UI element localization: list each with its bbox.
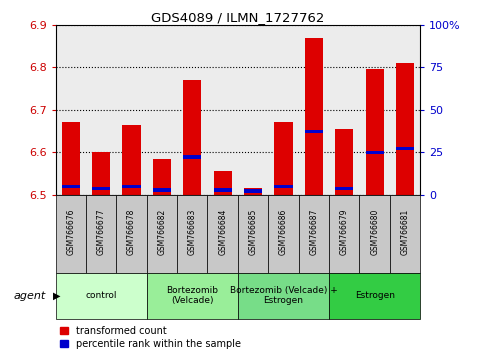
Bar (298, 195, 329, 273)
Bar (116, 195, 147, 273)
Text: GSM766687: GSM766687 (309, 209, 318, 255)
Bar (268, 195, 298, 273)
Bar (366, 151, 384, 154)
Bar (183, 80, 201, 195)
Bar (213, 171, 232, 195)
Bar (153, 188, 171, 192)
Text: GSM766681: GSM766681 (400, 209, 410, 255)
Bar (335, 129, 354, 195)
Text: Bortezomib
(Velcade): Bortezomib (Velcade) (166, 286, 218, 305)
Text: GSM766682: GSM766682 (157, 209, 167, 255)
Bar (208, 195, 238, 273)
Text: GDS4089 / ILMN_1727762: GDS4089 / ILMN_1727762 (151, 11, 325, 24)
Text: GSM766684: GSM766684 (218, 209, 227, 255)
Bar (396, 63, 414, 195)
Bar (366, 69, 384, 195)
Bar (238, 273, 329, 319)
Bar (305, 38, 323, 195)
Bar (359, 195, 390, 273)
Text: agent: agent (14, 291, 46, 301)
Text: GSM766676: GSM766676 (66, 209, 75, 255)
Bar (390, 195, 420, 273)
Bar (122, 185, 141, 188)
Bar (56, 195, 86, 273)
Bar (153, 159, 171, 195)
Bar (147, 195, 177, 273)
Text: GSM766686: GSM766686 (279, 209, 288, 255)
Bar (62, 122, 80, 195)
Bar (92, 152, 110, 195)
Bar (244, 188, 262, 195)
Text: GSM766683: GSM766683 (188, 209, 197, 255)
Text: GSM766678: GSM766678 (127, 209, 136, 255)
Bar (213, 188, 232, 192)
Bar (56, 273, 147, 319)
Bar (122, 125, 141, 195)
Bar (147, 273, 238, 319)
Bar (396, 147, 414, 150)
Text: GSM766680: GSM766680 (370, 209, 379, 255)
Bar (62, 185, 80, 188)
Bar (335, 187, 354, 190)
Bar (329, 273, 420, 319)
Bar (238, 195, 268, 273)
Text: GSM766677: GSM766677 (97, 209, 106, 255)
Text: ▶: ▶ (53, 291, 61, 301)
Bar (183, 155, 201, 159)
Text: control: control (85, 291, 117, 300)
Bar (92, 187, 110, 190)
Bar (274, 122, 293, 195)
Bar (305, 130, 323, 133)
Text: Estrogen: Estrogen (355, 291, 395, 300)
Bar (244, 189, 262, 193)
Bar (177, 195, 208, 273)
Bar (274, 185, 293, 188)
Bar (86, 195, 116, 273)
Bar (329, 195, 359, 273)
Text: Bortezomib (Velcade) +
Estrogen: Bortezomib (Velcade) + Estrogen (229, 286, 337, 305)
Text: GSM766685: GSM766685 (249, 209, 257, 255)
Legend: transformed count, percentile rank within the sample: transformed count, percentile rank withi… (60, 326, 241, 349)
Text: GSM766679: GSM766679 (340, 209, 349, 255)
